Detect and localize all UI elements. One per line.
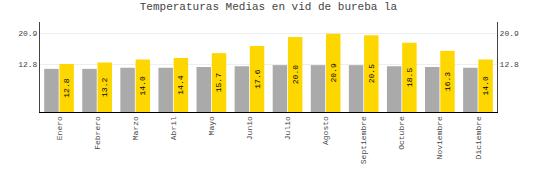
- svg-text:20.5: 20.5: [367, 64, 376, 83]
- svg-text:Septiembre: Septiembre: [359, 116, 368, 164]
- svg-text:Diciembre: Diciembre: [474, 116, 483, 159]
- svg-text:20.9: 20.9: [500, 29, 519, 38]
- svg-text:16.3: 16.3: [443, 72, 452, 91]
- svg-text:20.9: 20.9: [18, 29, 37, 38]
- svg-text:Mayo: Mayo: [207, 116, 216, 135]
- svg-text:Abril: Abril: [169, 116, 178, 140]
- svg-text:14.4: 14.4: [176, 75, 185, 94]
- svg-text:Noviembre: Noviembre: [435, 116, 444, 159]
- svg-text:13.2: 13.2: [100, 78, 109, 97]
- svg-text:12.8: 12.8: [18, 60, 37, 69]
- svg-text:14.0: 14.0: [138, 76, 147, 95]
- svg-text:14.0: 14.0: [481, 76, 490, 95]
- svg-text:Febrero: Febrero: [93, 116, 102, 150]
- svg-text:Temperaturas Medias en vid de: Temperaturas Medias en vid de bureba la: [140, 1, 398, 13]
- svg-text:15.7: 15.7: [214, 73, 223, 92]
- svg-text:17.6: 17.6: [253, 69, 262, 88]
- svg-text:20.0: 20.0: [291, 65, 300, 84]
- svg-text:Agosto: Agosto: [321, 116, 330, 145]
- svg-text:Octubre: Octubre: [397, 116, 406, 150]
- svg-text:Enero: Enero: [55, 116, 64, 140]
- svg-text:12.8: 12.8: [500, 60, 519, 69]
- svg-text:20.9: 20.9: [329, 63, 338, 82]
- svg-text:Julio: Julio: [283, 116, 292, 140]
- svg-text:Junio: Junio: [245, 116, 254, 140]
- svg-text:12.8: 12.8: [62, 78, 71, 97]
- svg-text:18.5: 18.5: [405, 68, 414, 87]
- svg-text:Marzo: Marzo: [131, 116, 140, 140]
